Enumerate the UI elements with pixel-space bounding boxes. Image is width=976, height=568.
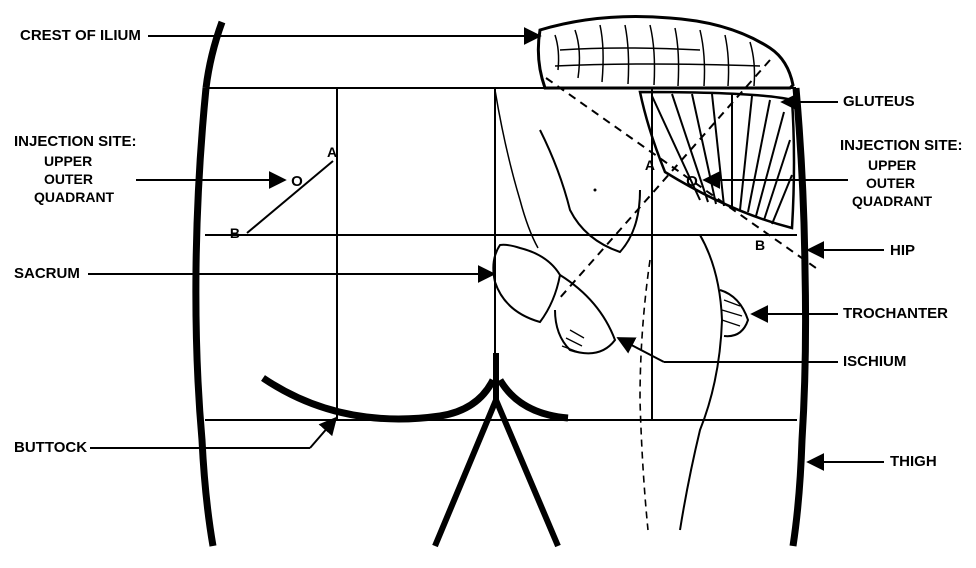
ilium-wing — [540, 130, 640, 252]
diag-right-1 — [546, 78, 816, 268]
label-crest-of-ilium: CREST OF ILIUM — [20, 27, 141, 44]
ilium-texture — [555, 25, 760, 86]
femur-lateral — [680, 235, 722, 530]
label-hip: HIP — [890, 242, 915, 259]
sacrum-shape — [493, 245, 560, 322]
marker-b-left: B — [230, 225, 240, 241]
label-inj-right-l2: OUTER — [866, 175, 915, 191]
buttock-left-curve — [263, 378, 493, 419]
label-ischium: ISCHIUM — [843, 353, 906, 370]
tri-left-hyp — [247, 161, 333, 233]
marker-o-left: O — [291, 173, 303, 190]
marker-a-right: A — [645, 157, 655, 173]
marker-a-left: A — [327, 144, 337, 160]
label-inj-left-l1: UPPER — [44, 153, 92, 169]
outline-left-top — [206, 22, 222, 88]
femur-medial — [640, 260, 650, 530]
label-inj-left-l3: QUADRANT — [34, 189, 115, 205]
arrow-buttock-d — [310, 418, 336, 448]
outline-left — [196, 88, 213, 546]
label-thigh: THIGH — [890, 453, 937, 470]
inner-thigh-right — [496, 400, 558, 546]
label-inj-right-l1: UPPER — [868, 157, 916, 173]
label-inj-right-l3: QUADRANT — [852, 193, 933, 209]
label-gluteus: GLUTEUS — [843, 93, 915, 110]
label-inj-right-title: INJECTION SITE: — [840, 137, 963, 154]
ischium-shape — [555, 275, 615, 353]
inner-thigh-left — [435, 400, 496, 546]
label-inj-left-title: INJECTION SITE: — [14, 133, 137, 150]
diagram-svg: A B O A B O — [0, 0, 976, 568]
marker-b-right: B — [755, 237, 765, 253]
label-sacrum: SACRUM — [14, 265, 80, 282]
dot — [594, 189, 597, 192]
ischium-hatch — [562, 330, 584, 352]
buttock-right-curve — [500, 380, 568, 418]
label-inj-left-l2: OUTER — [44, 171, 93, 187]
label-buttock: BUTTOCK — [14, 439, 87, 456]
label-trochanter: TROCHANTER — [843, 305, 948, 322]
pelvis-medial — [495, 90, 538, 248]
